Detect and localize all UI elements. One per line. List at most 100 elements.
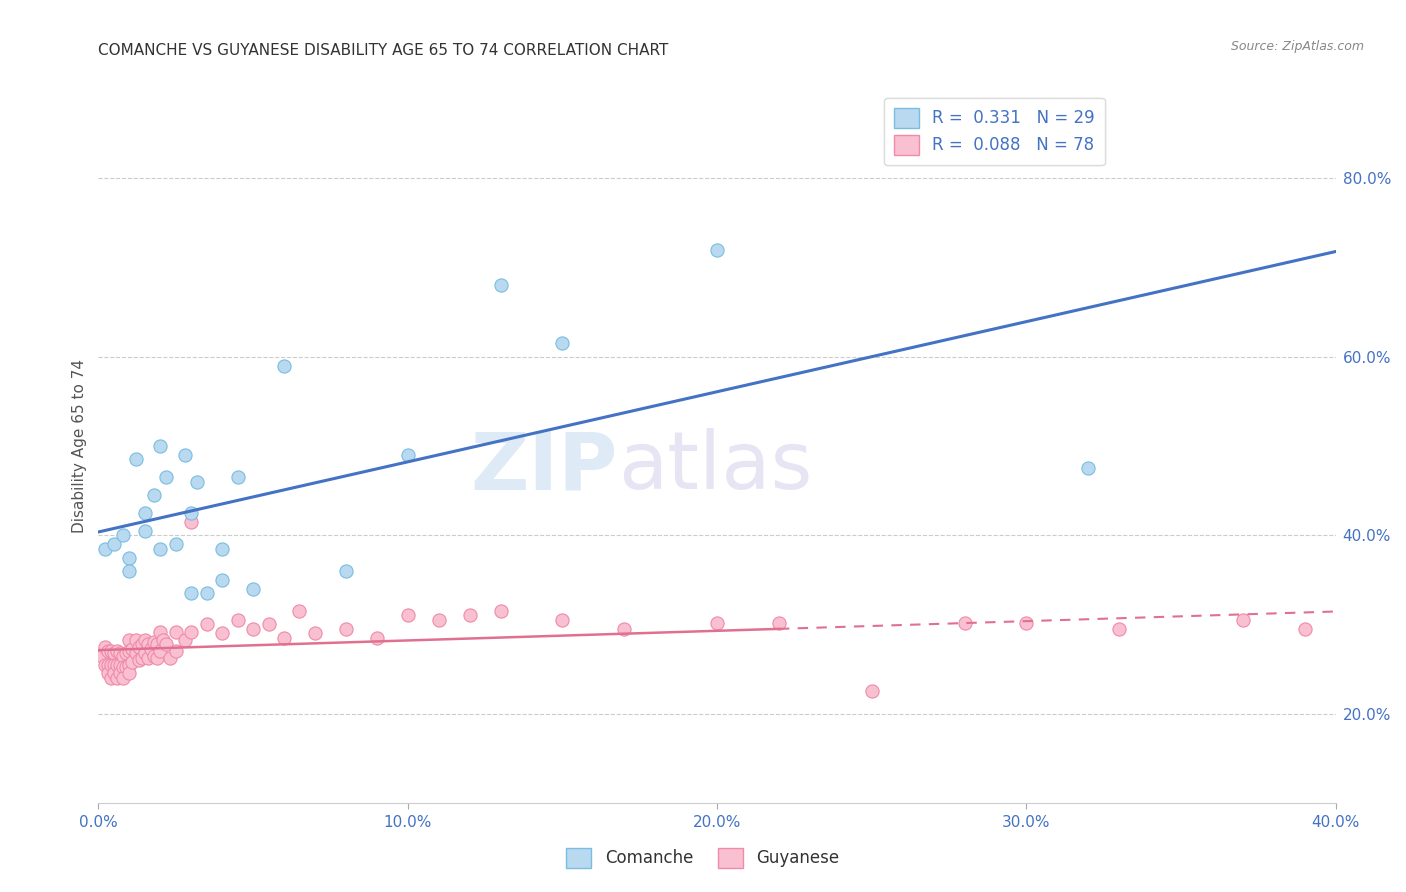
Point xyxy=(953,615,976,630)
Point xyxy=(93,640,115,654)
Point xyxy=(124,452,146,467)
Point xyxy=(195,617,218,632)
Point xyxy=(396,448,419,462)
Point xyxy=(613,622,636,636)
Point xyxy=(97,657,120,672)
Point xyxy=(124,633,146,648)
Point xyxy=(211,541,233,556)
Legend: R =  0.331   N = 29, R =  0.088   N = 78: R = 0.331 N = 29, R = 0.088 N = 78 xyxy=(884,97,1105,165)
Point xyxy=(152,633,174,648)
Point xyxy=(105,657,128,672)
Point xyxy=(134,633,156,648)
Point xyxy=(1015,615,1038,630)
Point xyxy=(103,537,125,551)
Point xyxy=(273,359,295,373)
Point xyxy=(427,613,450,627)
Point xyxy=(93,657,115,672)
Point xyxy=(242,582,264,596)
Point xyxy=(211,626,233,640)
Point xyxy=(143,488,166,502)
Point xyxy=(1232,613,1254,627)
Point xyxy=(105,644,128,658)
Point xyxy=(136,637,159,651)
Point xyxy=(121,642,143,657)
Point xyxy=(149,644,172,658)
Point xyxy=(124,646,146,660)
Point xyxy=(174,448,197,462)
Point xyxy=(131,637,153,651)
Point xyxy=(226,613,249,627)
Point xyxy=(108,646,131,660)
Point xyxy=(366,631,388,645)
Point xyxy=(105,671,128,685)
Point xyxy=(100,657,122,672)
Point xyxy=(159,651,181,665)
Point xyxy=(1108,622,1130,636)
Point xyxy=(149,439,172,453)
Point xyxy=(489,278,512,293)
Point xyxy=(103,657,125,672)
Point xyxy=(108,666,131,681)
Point xyxy=(551,613,574,627)
Point xyxy=(97,666,120,681)
Point xyxy=(131,651,153,665)
Point xyxy=(458,608,481,623)
Point xyxy=(226,470,249,484)
Point xyxy=(115,660,138,674)
Point xyxy=(118,644,141,658)
Legend: Comanche, Guyanese: Comanche, Guyanese xyxy=(560,841,846,875)
Point xyxy=(180,506,202,520)
Point xyxy=(551,336,574,351)
Point xyxy=(118,633,141,648)
Point xyxy=(128,640,150,654)
Point xyxy=(257,617,280,632)
Point xyxy=(155,470,177,484)
Point xyxy=(97,644,120,658)
Point xyxy=(103,666,125,681)
Point xyxy=(149,541,172,556)
Point xyxy=(155,637,177,651)
Text: ZIP: ZIP xyxy=(471,428,619,507)
Point xyxy=(335,564,357,578)
Point xyxy=(288,604,311,618)
Point xyxy=(180,624,202,639)
Point xyxy=(1294,622,1316,636)
Point xyxy=(180,586,202,600)
Text: atlas: atlas xyxy=(619,428,813,507)
Point xyxy=(304,626,326,640)
Text: COMANCHE VS GUYANESE DISABILITY AGE 65 TO 74 CORRELATION CHART: COMANCHE VS GUYANESE DISABILITY AGE 65 T… xyxy=(98,43,669,58)
Point xyxy=(100,671,122,685)
Point xyxy=(1077,461,1099,475)
Point xyxy=(143,635,166,649)
Point xyxy=(706,243,728,257)
Point xyxy=(165,537,187,551)
Point xyxy=(489,604,512,618)
Point xyxy=(180,515,202,529)
Point xyxy=(121,655,143,669)
Point xyxy=(103,646,125,660)
Point xyxy=(134,646,156,660)
Point xyxy=(860,684,883,698)
Point xyxy=(128,653,150,667)
Point xyxy=(143,648,166,663)
Y-axis label: Disability Age 65 to 74: Disability Age 65 to 74 xyxy=(72,359,87,533)
Point xyxy=(768,615,790,630)
Point xyxy=(396,608,419,623)
Point xyxy=(112,648,135,663)
Point xyxy=(149,624,172,639)
Point xyxy=(115,646,138,660)
Point xyxy=(118,550,141,565)
Point xyxy=(112,660,135,674)
Point xyxy=(186,475,208,489)
Point xyxy=(335,622,357,636)
Point xyxy=(706,615,728,630)
Point xyxy=(93,541,115,556)
Point xyxy=(211,573,233,587)
Point xyxy=(165,624,187,639)
Point xyxy=(139,642,162,657)
Point xyxy=(118,657,141,672)
Point xyxy=(146,637,169,651)
Point xyxy=(134,524,156,538)
Point xyxy=(108,657,131,672)
Point xyxy=(118,666,141,681)
